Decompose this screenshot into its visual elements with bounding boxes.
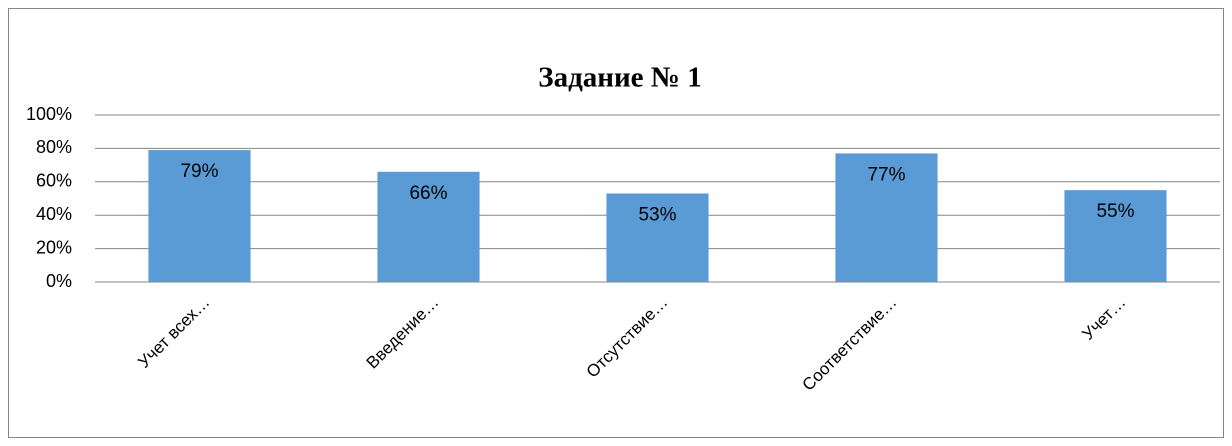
- y-tick-label: 20%: [36, 237, 72, 257]
- data-label: 53%: [638, 205, 676, 226]
- data-label: 66%: [409, 183, 447, 204]
- data-label: 55%: [1096, 201, 1134, 222]
- bar: [377, 171, 480, 282]
- chart-title: Задание № 1: [538, 62, 701, 94]
- bar: [606, 193, 709, 282]
- bar: [148, 150, 251, 282]
- y-tick-label: 100%: [26, 104, 72, 124]
- y-tick-label: 80%: [36, 137, 72, 157]
- y-tick-label: 40%: [36, 204, 72, 224]
- bar: [835, 153, 938, 282]
- data-label: 77%: [867, 164, 905, 185]
- y-tick-label: 60%: [36, 171, 72, 191]
- y-tick-label: 0%: [46, 271, 72, 291]
- bar: [1064, 190, 1167, 282]
- data-label: 79%: [180, 161, 218, 182]
